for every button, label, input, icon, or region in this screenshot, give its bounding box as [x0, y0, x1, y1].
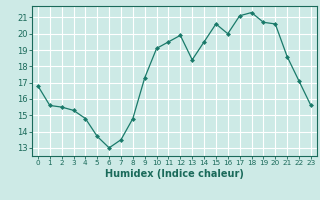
X-axis label: Humidex (Indice chaleur): Humidex (Indice chaleur): [105, 169, 244, 179]
